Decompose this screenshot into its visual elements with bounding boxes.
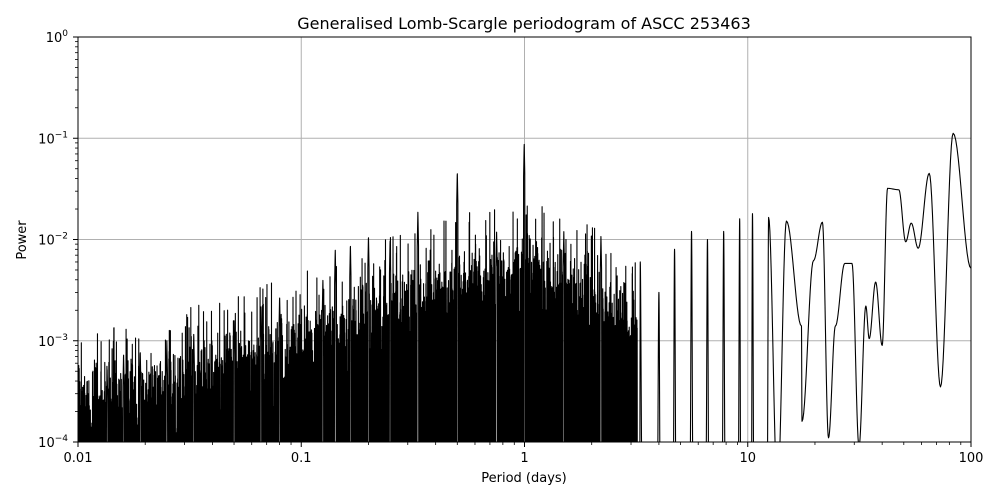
y-tick-label: 100 <box>46 29 69 46</box>
y-tick-label: 10−2 <box>38 232 68 249</box>
y-tick-label: 10−1 <box>38 130 68 147</box>
y-tick-label: 10−4 <box>38 434 68 451</box>
axes: 0.01 0.1 1 10 100 10−4 10−3 10−2 10−1 100 <box>38 29 983 466</box>
x-tick-label: 10 <box>739 451 756 466</box>
x-tick-label: 0.01 <box>64 451 93 466</box>
plot-area <box>78 132 971 442</box>
periodogram-series-line <box>78 132 971 442</box>
x-tick-label: 0.1 <box>291 451 312 466</box>
y-tick-label: 10−3 <box>38 333 68 350</box>
chart-title: Generalised Lomb-Scargle periodogram of … <box>297 14 751 33</box>
y-axis-label: Power <box>15 220 30 260</box>
x-tick-label: 1 <box>520 451 528 466</box>
x-axis-label: Period (days) <box>481 471 567 486</box>
x-tick-label: 100 <box>959 451 984 466</box>
